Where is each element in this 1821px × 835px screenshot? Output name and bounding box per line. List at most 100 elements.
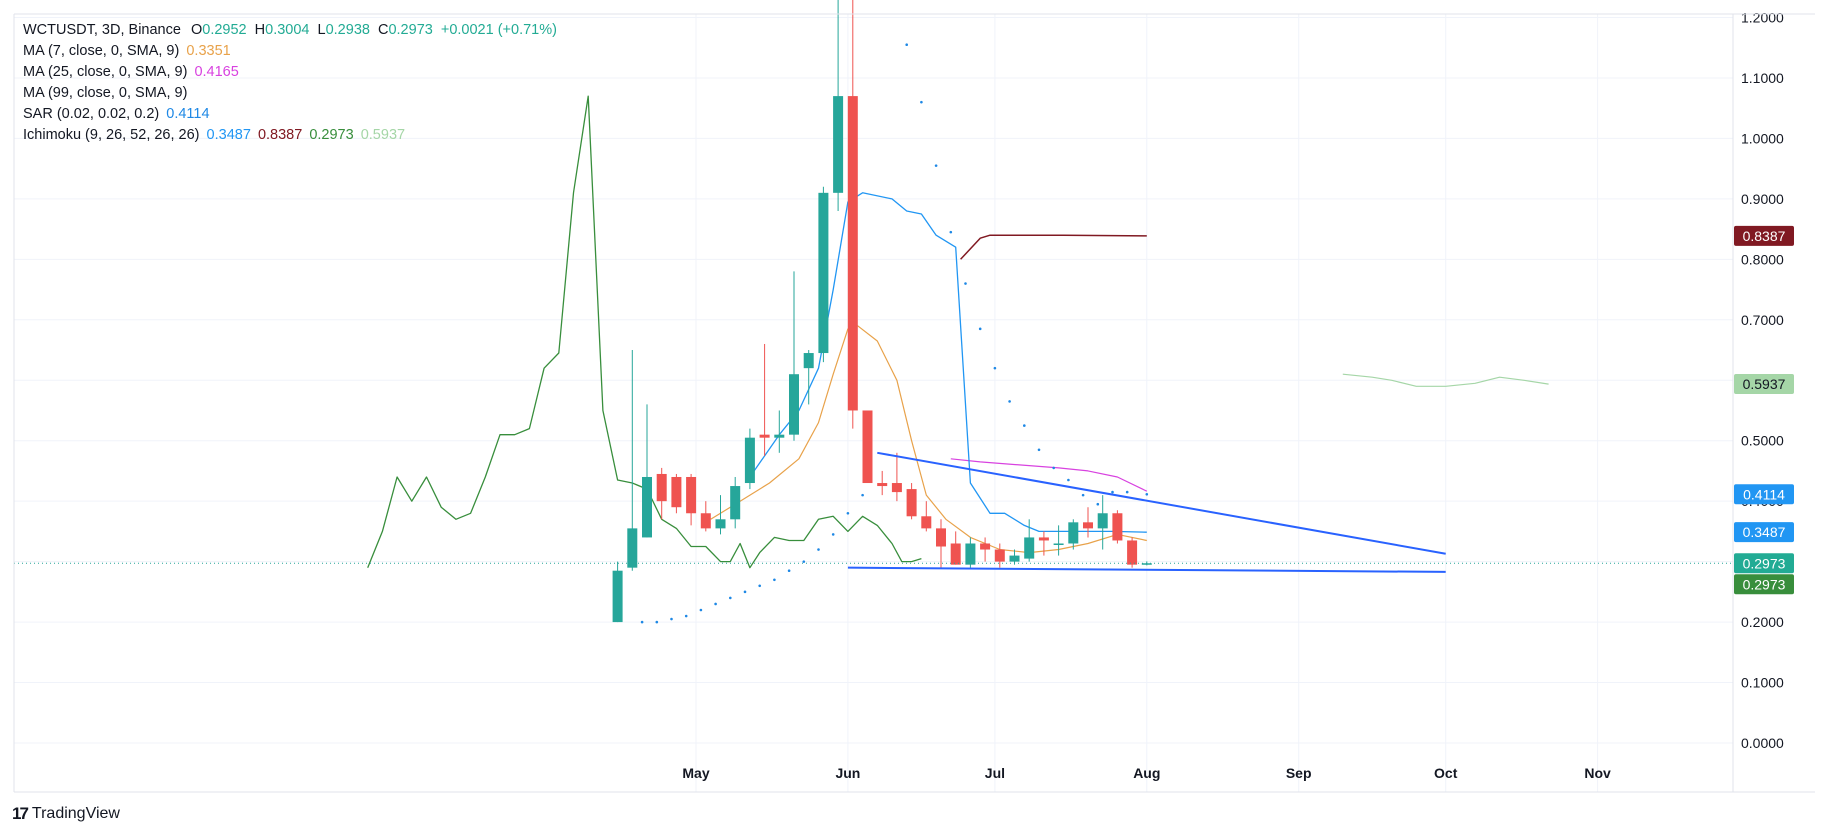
candle-body (686, 476, 697, 514)
ma25-series (950, 458, 1148, 492)
ohlc-high-label: H (254, 22, 266, 38)
y-tick-label: 0.8000 (1741, 251, 1784, 267)
sar-dot (787, 569, 791, 572)
price-axis-badges: 0.8387 0.5937 0.4114 0.3487 0.2973 0.2973 (1734, 225, 1794, 595)
ichimoku-leading-value: 0.5937 (360, 127, 406, 143)
y-tick-label: 1.1000 (1741, 70, 1784, 86)
price-badge-label: 0.3487 (1743, 524, 1786, 540)
candle-body (1127, 540, 1138, 565)
sar-dot (920, 100, 923, 104)
legend-row-ma99[interactable]: MA (99, close, 0, SMA, 9) (23, 83, 557, 104)
candle-body (1024, 537, 1035, 559)
sar-dot (1111, 490, 1114, 494)
trendline-descending-resistance[interactable] (877, 451, 1446, 555)
sar-dot (640, 620, 644, 624)
candle-body (1009, 555, 1020, 562)
ohlc-change-value: +0.0021 (+0.71%) (440, 22, 557, 38)
x-tick-label: Sep (1286, 765, 1312, 781)
plot-area-background (14, 14, 1733, 792)
price-badge-label: 0.2973 (1743, 576, 1786, 592)
sar-dot (1096, 502, 1100, 506)
y-tick-label: 1.0000 (1741, 130, 1784, 146)
symbol-label[interactable]: WCTUSDT, 3D, Binance (23, 22, 181, 38)
ohlc-open-value: 0.2952 (202, 22, 247, 38)
ohlc-open-label: O (190, 22, 203, 38)
sar-dot (714, 602, 717, 606)
legend-row-ichimoku[interactable]: Ichimoku (9, 26, 52, 26, 26) 0.3487 0.83… (23, 125, 557, 146)
ma25-value: 0.4165 (194, 64, 239, 80)
x-tick-label: May (682, 765, 709, 781)
price-badge-label: 0.4114 (1743, 486, 1785, 502)
x-tick-label: Nov (1584, 765, 1611, 781)
candle-body (906, 489, 917, 517)
y-tick-label: 0.0000 (1741, 735, 1784, 751)
sar-dot (729, 596, 732, 600)
ma7-value: 0.3351 (186, 43, 231, 59)
candle-body (612, 570, 623, 623)
tradingview-logo[interactable]: 17 TradingView (12, 804, 120, 824)
sar-dot (831, 533, 835, 536)
sar-dot (699, 608, 703, 612)
candle-body (1112, 513, 1123, 541)
legend-row-symbol[interactable]: WCTUSDT, 3D, Binance O0.2952 H0.3004 L0.… (23, 20, 557, 41)
sar-dot (978, 327, 982, 331)
ichimoku-lagging-value: 0.2973 (309, 127, 354, 143)
price-badge (1734, 484, 1794, 505)
ma25-label[interactable]: MA (25, close, 0, SMA, 9) (23, 64, 188, 80)
moving-average-lines (710, 325, 1148, 554)
sar-value: 0.4114 (166, 106, 210, 122)
y-tick-label: 0.7000 (1741, 312, 1784, 328)
candle-body (936, 528, 946, 547)
ichimoku-base-series (960, 234, 1147, 260)
sar-dot (861, 493, 864, 497)
candle-body (627, 528, 638, 568)
candle-body (950, 543, 961, 565)
legend-row-ma7[interactable]: MA (7, close, 0, SMA, 9) 0.3351 (23, 41, 557, 62)
ichimoku-base-value: 0.8387 (257, 127, 303, 143)
sar-dot (1125, 490, 1129, 494)
sar-dot (802, 560, 806, 563)
candlesticks (612, 0, 1152, 623)
price-badge-label: 0.8387 (1743, 228, 1786, 244)
trendline-horizontal-support[interactable] (847, 566, 1446, 573)
chart-frame (13, 13, 1815, 793)
time-axis[interactable]: May Jun Jul Aug Sep Oct Nov (682, 765, 1611, 781)
candle-body (980, 543, 991, 550)
ichimoku-conversion-value: 0.3487 (206, 127, 251, 143)
candle-body (1097, 513, 1108, 529)
candle-body (759, 434, 770, 438)
ichimoku-label[interactable]: Ichimoku (9, 26, 52, 26, 26) (23, 127, 200, 143)
ma99-label[interactable]: MA (99, close, 0, SMA, 9) (23, 85, 188, 101)
candle-body (1053, 543, 1064, 545)
trendlines[interactable] (847, 451, 1446, 573)
candle-body (1141, 563, 1152, 565)
y-tick-label: 0.9000 (1741, 191, 1784, 207)
candle-body (1083, 522, 1093, 529)
legend-row-ma25[interactable]: MA (25, close, 0, SMA, 9) 0.4165 (23, 62, 557, 83)
candle-body (803, 353, 814, 369)
sar-label[interactable]: SAR (0.02, 0.02, 0.2) (23, 106, 160, 122)
tradingview-mark-icon: 17 (12, 804, 29, 823)
candle-body (774, 434, 785, 438)
sar-dot (1052, 466, 1055, 470)
ohlc-high-value: 0.3004 (265, 22, 310, 38)
candle-body (642, 476, 652, 538)
candle-body (862, 410, 873, 484)
legend-row-sar[interactable]: SAR (0.02, 0.02, 0.2) 0.4114 (23, 104, 557, 125)
sar-dots (640, 43, 1149, 624)
candle-body (847, 96, 858, 411)
ma7-label[interactable]: MA (7, close, 0, SMA, 9) (23, 43, 180, 59)
ichimoku-leading-span-line (1342, 373, 1549, 387)
y-tick-label: 0.5000 (1741, 433, 1784, 449)
sar-dot (684, 614, 688, 618)
ichimoku-conversion-series (749, 192, 1147, 533)
candle-body (877, 483, 888, 487)
candle-body (921, 516, 932, 529)
ichimoku-leading-series (1342, 373, 1549, 387)
candle-body (994, 549, 1005, 562)
candle-body (700, 513, 711, 529)
candle-body (965, 543, 976, 565)
candle-body (715, 519, 726, 529)
sar-dot (949, 230, 953, 234)
